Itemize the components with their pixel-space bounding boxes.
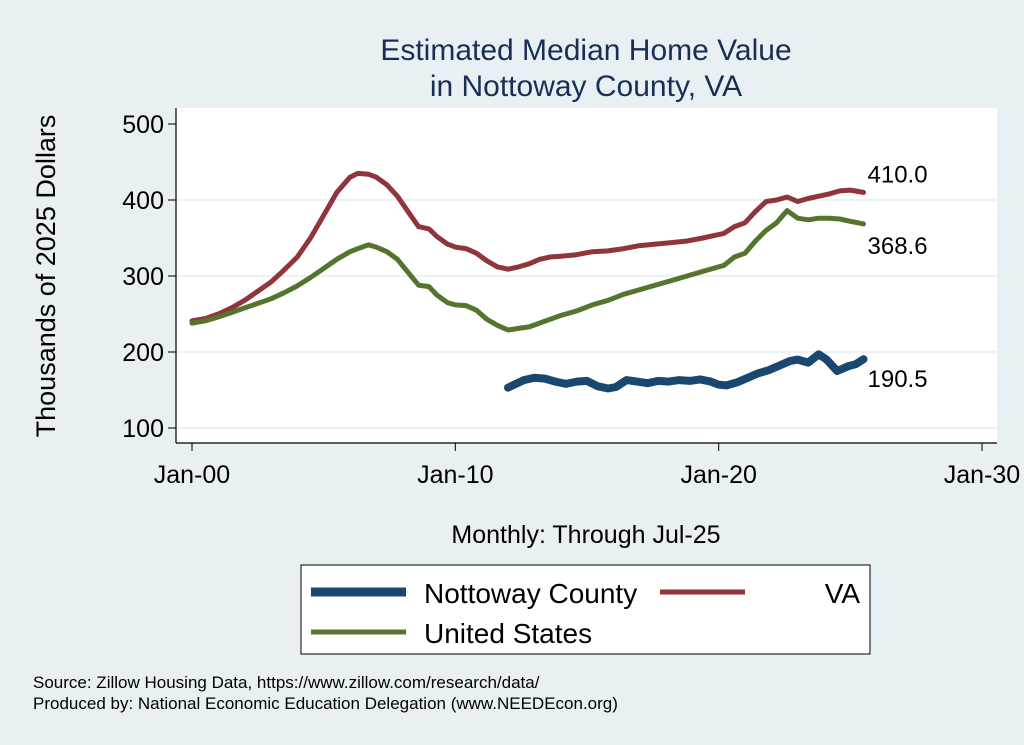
producer-note: Produced by: National Economic Education… xyxy=(33,694,618,713)
legend: Nottoway County VA United States xyxy=(300,564,871,655)
series-line-va xyxy=(189,170,866,324)
series-lines xyxy=(189,170,868,393)
source-note: Source: Zillow Housing Data, https://www… xyxy=(33,673,540,692)
x-tick-label: Jan-20 xyxy=(680,461,756,489)
y-axis: 100 200 300 400 500 xyxy=(122,108,177,443)
end-label-united-states: 368.6 xyxy=(868,233,928,260)
legend-label-nottoway: Nottoway County xyxy=(424,578,637,609)
chart-title-line-1: Estimated Median Home Value xyxy=(380,34,791,67)
end-labels: 190.5 410.0 368.6 xyxy=(868,161,928,393)
x-tick-label: Jan-10 xyxy=(417,461,493,489)
chart-title-line-2: in Nottoway County, VA xyxy=(430,70,742,103)
x-tick-label: Jan-30 xyxy=(944,461,1020,489)
x-axis-title: Monthly: Through Jul-25 xyxy=(451,521,720,549)
y-tick-label: 300 xyxy=(122,263,164,291)
x-tick-label: Jan-00 xyxy=(154,461,230,489)
legend-label-united-states: United States xyxy=(424,618,592,649)
legend-box xyxy=(300,564,871,655)
y-tick-label: 400 xyxy=(122,187,164,215)
series-line-nottoway xyxy=(504,350,868,393)
series-line-united-states xyxy=(189,208,866,333)
legend-label-va: VA xyxy=(825,578,861,609)
y-tick-label: 500 xyxy=(122,111,164,139)
x-axis: Jan-00 Jan-10 Jan-20 Jan-30 xyxy=(154,442,1020,489)
y-axis-title: Thousands of 2025 Dollars xyxy=(31,115,61,438)
end-label-va: 410.0 xyxy=(868,161,928,188)
end-label-nottoway: 190.5 xyxy=(868,366,928,393)
y-tick-label: 200 xyxy=(122,339,164,367)
y-tick-label: 100 xyxy=(122,415,164,443)
